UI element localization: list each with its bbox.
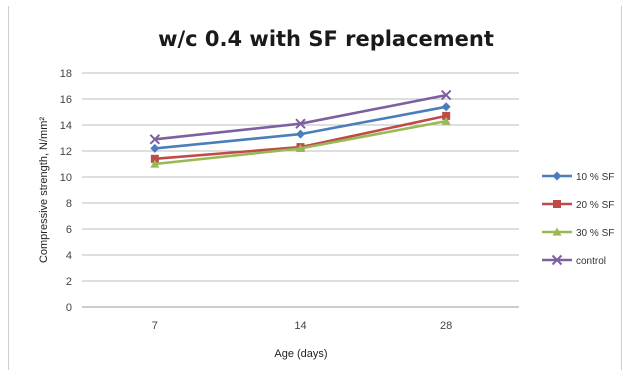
series-4 [149,89,452,145]
y-tick-label: 18 [60,68,72,80]
gridlines [82,72,519,308]
y-tick-label: 8 [66,198,72,210]
y-tick-label: 6 [66,224,72,236]
y-tick-label: 10 [60,172,72,184]
y-tick-label: 2 [66,276,72,288]
y-tick-label: 0 [66,302,72,314]
legend-label: 30 % SF [576,228,614,239]
legend-item: control [542,254,606,267]
x-tick-label: 7 [152,320,158,332]
data-point [442,111,451,120]
legend-item: 10 % SF [542,171,614,183]
x-tick-labels: 7 14 28 [152,320,453,332]
y-tick-labels: 0 2 4 6 8 10 12 14 16 18 [60,68,72,314]
y-tick-label: 14 [60,120,72,132]
data-point [441,116,451,125]
y-axis-label: Compressive strength, N/mm² [38,117,50,263]
series-3 [150,116,451,168]
legend-item: 20 % SF [542,200,614,211]
chart-title: w/c 0.4 with SF replacement [158,27,494,51]
legend-item: 30 % SF [542,227,614,239]
data-point [553,200,561,208]
data-point [150,159,160,168]
chart-frame [8,6,622,370]
data-point [552,171,562,181]
x-tick-label: 28 [440,320,452,332]
legend-label: 20 % SF [576,200,614,211]
legend: 10 % SF 20 % SF 30 % SF control [542,171,614,267]
series-line [154,119,447,166]
data-point [150,143,160,153]
legend-label: 10 % SF [576,172,614,183]
series-layer [149,89,452,168]
series-line [154,105,447,150]
data-point [441,102,451,112]
data-point [552,227,562,236]
series-1 [150,102,451,153]
data-point [295,118,306,129]
data-point [150,154,159,163]
y-tick-label: 4 [66,250,72,262]
x-tick-label: 14 [294,320,306,332]
y-tick-label: 16 [60,94,72,106]
data-point [440,89,452,101]
data-point [296,129,305,139]
data-point [551,254,563,266]
y-tick-label: 12 [60,146,72,158]
data-point [149,134,161,145]
legend-label: control [576,256,606,267]
x-axis-label: Age (days) [274,348,327,360]
data-point [296,143,305,152]
